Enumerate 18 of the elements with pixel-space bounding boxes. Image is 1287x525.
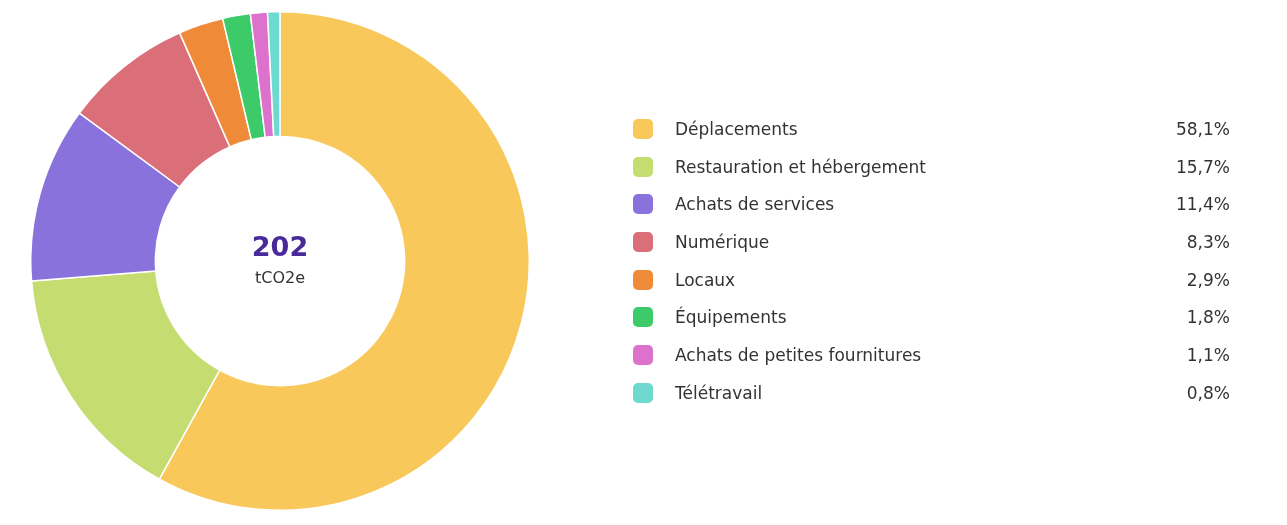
legend-label: Télétravail bbox=[675, 382, 763, 403]
legend-label: Déplacements bbox=[675, 118, 798, 139]
data-label: 11,4% bbox=[1175, 194, 1230, 215]
data-label: 8,3% bbox=[1186, 231, 1230, 252]
legend-label: Équipements bbox=[675, 307, 787, 328]
data-label: 1,1% bbox=[1186, 344, 1230, 365]
text: 202 bbox=[251, 231, 309, 263]
data-label: 1,8% bbox=[1186, 307, 1230, 328]
legend-label: Locaux bbox=[675, 269, 736, 290]
data-label: 0,8% bbox=[1186, 382, 1230, 403]
legend-label: Restauration et hébergement bbox=[675, 156, 927, 177]
text: tCO2e bbox=[254, 268, 306, 288]
data-label: 15,7% bbox=[1175, 156, 1230, 177]
legend-label: Numérique bbox=[675, 231, 770, 252]
legend-label: Achats de services bbox=[675, 194, 835, 215]
data-label: 2,9% bbox=[1186, 269, 1230, 290]
data-label: 58,1% bbox=[1175, 118, 1230, 139]
legend-label: Achats de petites fournitures bbox=[675, 344, 922, 365]
